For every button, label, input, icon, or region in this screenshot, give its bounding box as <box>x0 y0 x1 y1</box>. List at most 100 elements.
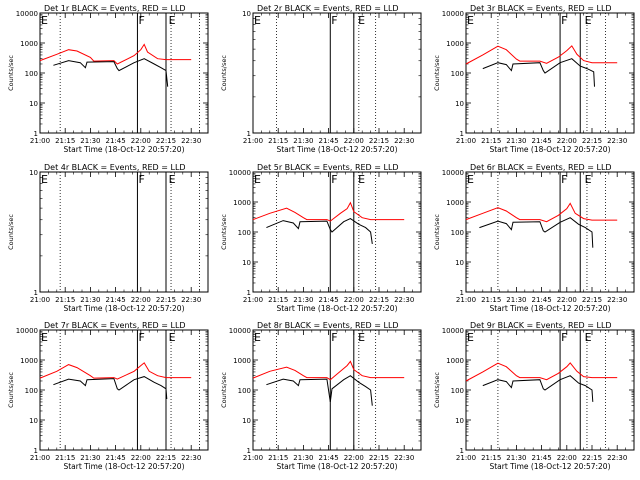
x-tick-label: 22:15 <box>369 137 389 145</box>
y-tick-label: 1 <box>247 130 251 138</box>
y-tick-label: 1 <box>247 289 251 297</box>
panel-6: Det 6r BLACK = Events, RED = LLD 1 10 100 10… <box>433 163 635 313</box>
plot-frame <box>465 171 635 293</box>
x-tick-label: 22:00 <box>557 454 577 462</box>
panel-title: Det 8r BLACK = Events, RED = LLD <box>257 321 399 330</box>
x-axis-label: Start Time (18-Oct-12 20:57:20) <box>63 145 184 154</box>
y-axis-label: Counts/sec <box>7 214 15 250</box>
panel-8: Det 8r BLACK = Events, RED = LLD 1 10 100 10… <box>220 321 422 471</box>
region-label: F <box>138 331 144 344</box>
panel-title: Det 2r BLACK = Events, RED = LLD <box>257 4 399 13</box>
x-tick-label: 21:30 <box>80 454 100 462</box>
y-tick-label: 10 <box>455 100 464 108</box>
x-tick-label: 21:15 <box>481 454 501 462</box>
region-label: E <box>585 14 592 27</box>
y-tick-label: 1 <box>34 130 38 138</box>
x-axis-label: Start Time (18-Oct-12 20:57:20) <box>276 145 397 154</box>
x-tick-label: 21:00 <box>30 454 50 462</box>
y-tick-label: 10000 <box>442 327 464 335</box>
x-tick-label: 22:00 <box>131 454 151 462</box>
y-tick-label: 1000 <box>233 199 251 207</box>
panel-title: Det 3r BLACK = Events, RED = LLD <box>470 4 612 13</box>
x-tick-label: 21:15 <box>55 296 75 304</box>
y-tick-label: 1 <box>34 289 38 297</box>
region-label: E <box>41 14 48 27</box>
x-tick-label: 21:00 <box>456 454 476 462</box>
y-tick-label: 10000 <box>229 327 251 335</box>
y-tick-label: 10 <box>29 169 38 177</box>
x-tick-label: 21:45 <box>532 454 552 462</box>
x-tick-label: 21:30 <box>293 296 313 304</box>
x-tick-label: 21:15 <box>268 296 288 304</box>
x-tick-label: 22:30 <box>394 137 414 145</box>
series-line-lld <box>465 362 618 382</box>
x-tick-label: 21:30 <box>293 137 313 145</box>
x-tick-label: 21:30 <box>506 137 526 145</box>
panel-title: Det 6r BLACK = Events, RED = LLD <box>470 163 612 172</box>
region-label: F <box>331 173 337 186</box>
plot-frame <box>465 329 635 451</box>
x-tick-label: 21:00 <box>243 296 263 304</box>
region-label: E <box>41 331 48 344</box>
x-tick-label: 22:30 <box>181 137 201 145</box>
x-tick-label: 22:15 <box>156 454 176 462</box>
y-tick-label: 1000 <box>20 357 38 365</box>
plot-frame <box>465 12 635 134</box>
x-tick-label: 21:15 <box>55 137 75 145</box>
y-tick-label: 1000 <box>233 357 251 365</box>
panel-title: Det 4r BLACK = Events, RED = LLD <box>44 163 186 172</box>
x-axis-label: Start Time (18-Oct-12 20:57:20) <box>489 145 610 154</box>
y-axis-label: Counts/sec <box>7 372 15 408</box>
y-axis-label: Counts/sec <box>220 214 228 250</box>
y-tick-label: 10000 <box>16 327 38 335</box>
y-tick-label: 10 <box>29 417 38 425</box>
y-tick-label: 100 <box>451 70 464 78</box>
plot-frame <box>39 171 209 293</box>
x-tick-label: 22:15 <box>582 296 602 304</box>
x-tick-label: 21:45 <box>532 137 552 145</box>
x-axis-label: Start Time (18-Oct-12 20:57:20) <box>489 462 610 471</box>
x-axis-label: Start Time (18-Oct-12 20:57:20) <box>276 462 397 471</box>
plot-frame <box>252 171 422 293</box>
x-tick-label: 22:15 <box>156 296 176 304</box>
panel-5: Det 5r BLACK = Events, RED = LLD 1 10 100 10… <box>220 163 422 313</box>
plot-frame <box>39 12 209 134</box>
panel-7: Det 7r BLACK = Events, RED = LLD 1 10 100 10… <box>7 321 209 471</box>
x-axis-label: Start Time (18-Oct-12 20:57:20) <box>276 304 397 313</box>
panel-9: Det 9r BLACK = Events, RED = LLD 1 10 100 10… <box>433 321 635 471</box>
region-label: E <box>254 173 261 186</box>
panel-title: Det 5r BLACK = Events, RED = LLD <box>257 163 399 172</box>
x-axis-label: Start Time (18-Oct-12 20:57:20) <box>489 304 610 313</box>
y-tick-label: 100 <box>25 70 38 78</box>
series-line-events <box>479 217 594 248</box>
y-tick-label: 10 <box>455 259 464 267</box>
y-tick-label: 1000 <box>446 199 464 207</box>
y-tick-label: 1000 <box>446 40 464 48</box>
x-tick-label: 22:00 <box>344 454 364 462</box>
region-label: E <box>169 173 176 186</box>
x-axis-label: Start Time (18-Oct-12 20:57:20) <box>63 304 184 313</box>
x-tick-label: 21:00 <box>456 137 476 145</box>
plot-frame <box>252 329 422 451</box>
region-label: F <box>138 173 144 186</box>
panel-title: Det 9r BLACK = Events, RED = LLD <box>470 321 612 330</box>
region-label: E <box>169 14 176 27</box>
region-label: E <box>358 14 365 27</box>
region-label: F <box>331 331 337 344</box>
x-tick-label: 21:30 <box>293 454 313 462</box>
y-axis-label: Counts/sec <box>220 372 228 408</box>
y-tick-label: 100 <box>451 229 464 237</box>
x-tick-label: 21:30 <box>506 296 526 304</box>
y-tick-label: 10000 <box>229 169 251 177</box>
x-tick-label: 22:15 <box>582 454 602 462</box>
x-tick-label: 22:30 <box>181 296 201 304</box>
x-tick-label: 21:45 <box>319 296 339 304</box>
y-tick-label: 10000 <box>442 10 464 18</box>
panel-2: Det 2r BLACK = Events, RED = LLD 1 10 21:00… <box>220 4 422 154</box>
region-label: F <box>561 173 567 186</box>
panel-3: Det 3r BLACK = Events, RED = LLD 1 10 100 10… <box>433 4 635 154</box>
x-tick-label: 21:00 <box>30 137 50 145</box>
x-tick-label: 22:00 <box>131 296 151 304</box>
series-line-events <box>53 376 168 400</box>
